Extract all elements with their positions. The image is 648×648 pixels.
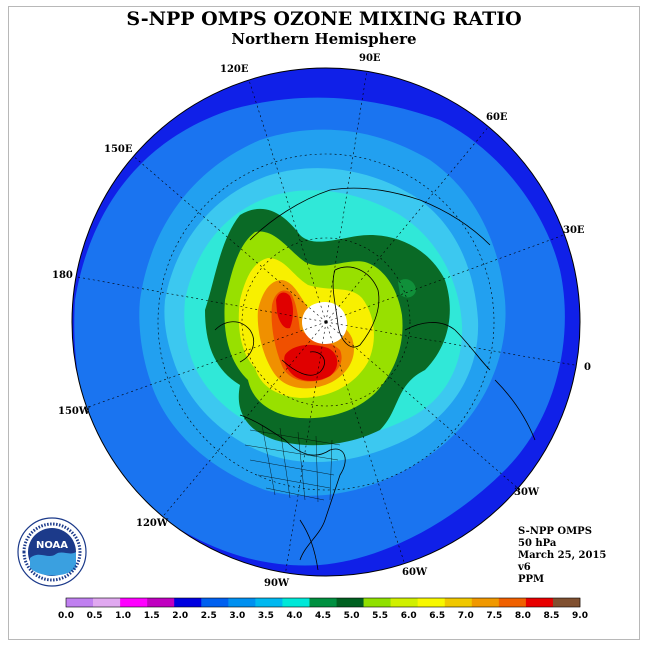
colorbar-swatch	[336, 598, 364, 607]
colorbar-tick-label: 1.5	[144, 611, 160, 621]
lon-label-30w: 30W	[514, 487, 540, 498]
coast-asia	[249, 187, 491, 246]
colorbar-tick-label: 8.5	[543, 611, 559, 621]
lon-label-0: 0	[584, 362, 591, 373]
coast-south-america	[299, 519, 319, 571]
info-version: v6	[518, 562, 531, 573]
colorbar-swatch	[93, 598, 121, 607]
graticule	[72, 69, 580, 576]
lon-label-60e: 60E	[486, 112, 508, 123]
ozone-level-green-spot	[398, 279, 416, 298]
lon-label-30e: 30E	[563, 225, 585, 236]
logo-text: NOAA	[36, 540, 68, 551]
colorbar-tick-label: 7.0	[458, 611, 474, 621]
colorbar-swatch	[444, 598, 473, 607]
colorbar-swatch	[147, 598, 175, 607]
map-title: S-NPP OMPS OZONE MIXING RATIO	[126, 8, 522, 30]
colorbar-swatch	[309, 598, 337, 607]
lon-label-90e: 90E	[359, 53, 381, 64]
colorbar-tick-label: 4.0	[286, 611, 302, 621]
colorbar-swatch	[525, 598, 554, 607]
map-boundary	[71, 67, 581, 577]
colorbar-swatch	[120, 598, 148, 607]
lon-label-90w: 90W	[264, 578, 290, 589]
figure-frame	[8, 6, 640, 640]
info-block: S-NPP OMPS 50 hPa March 25, 2015 v6 PPM	[518, 526, 606, 586]
colorbar-swatch	[390, 598, 418, 607]
lon-label-150w: 150W	[58, 406, 91, 417]
colorbar-tick-label: 0.5	[87, 611, 103, 621]
colorbar-swatch	[66, 598, 94, 607]
colorbar-tick-label: 7.5	[486, 611, 502, 621]
colorbar-swatch	[174, 598, 202, 607]
longitude-labels: 90E 60E 30E 0 30W 60W 90W 120W 150W 180 …	[52, 53, 591, 589]
colorbar-swatch	[417, 598, 446, 607]
colorbar-swatch	[498, 598, 527, 607]
colorbar-swatch	[552, 598, 581, 607]
colorbar-swatch	[255, 598, 283, 607]
colorbar: 0.0 0.5 1.0 1.5 2.0 2.5 3.0 3.5 4.0 4.5 5.0 5.5 6.0 6…	[58, 597, 588, 621]
noaa-logo: NOAA	[17, 517, 87, 587]
colorbar-tick-label: 0.0	[58, 611, 74, 621]
coast-africa	[494, 379, 536, 441]
colorbar-swatch	[282, 598, 310, 607]
info-pressure: 50 hPa	[518, 538, 557, 549]
lon-label-150e: 150E	[104, 144, 133, 155]
colorbar-tick-label: 8.0	[515, 611, 531, 621]
colorbar-swatch	[201, 598, 229, 607]
colorbar-border	[65, 597, 581, 608]
lon-label-120e: 120E	[220, 64, 249, 75]
info-instrument: S-NPP OMPS	[518, 526, 592, 537]
coast-alaska	[214, 321, 254, 363]
colorbar-tick-label: 5.0	[344, 611, 360, 621]
colorbar-tick-label: 4.5	[315, 611, 331, 621]
map-subtitle: Northern Hemisphere	[231, 30, 417, 48]
usa-state-grid	[244, 424, 341, 503]
colorbar-swatch	[363, 598, 391, 607]
ozone-level-red-north	[276, 292, 293, 329]
lon-label-180: 180	[52, 270, 73, 281]
info-units: PPM	[518, 574, 545, 585]
colorbar-tick-label: 3.0	[229, 611, 245, 621]
colorbar-tick-label: 3.5	[258, 611, 274, 621]
colorbar-tick-label: 2.0	[172, 611, 188, 621]
colorbar-swatch	[471, 598, 500, 607]
lon-label-60w: 60W	[402, 567, 428, 578]
ozone-level-red-south	[284, 344, 338, 381]
colorbar-tick-label: 6.5	[429, 611, 445, 621]
colorbar-tick-label: 1.0	[115, 611, 131, 621]
colorbar-tick-label: 6.0	[401, 611, 417, 621]
coast-europe	[404, 322, 491, 371]
lon-label-120w: 120W	[136, 518, 169, 529]
colorbar-swatch	[228, 598, 256, 607]
polar-no-data	[302, 302, 347, 344]
coast-hudson-bay	[281, 351, 325, 376]
ozone-field	[72, 68, 580, 576]
colorbar-tick-label: 9.0	[572, 611, 588, 621]
colorbar-tick-label: 2.5	[201, 611, 217, 621]
info-date: March 25, 2015	[518, 550, 607, 561]
coast-greenland	[332, 266, 380, 348]
colorbar-tick-label: 5.5	[372, 611, 388, 621]
